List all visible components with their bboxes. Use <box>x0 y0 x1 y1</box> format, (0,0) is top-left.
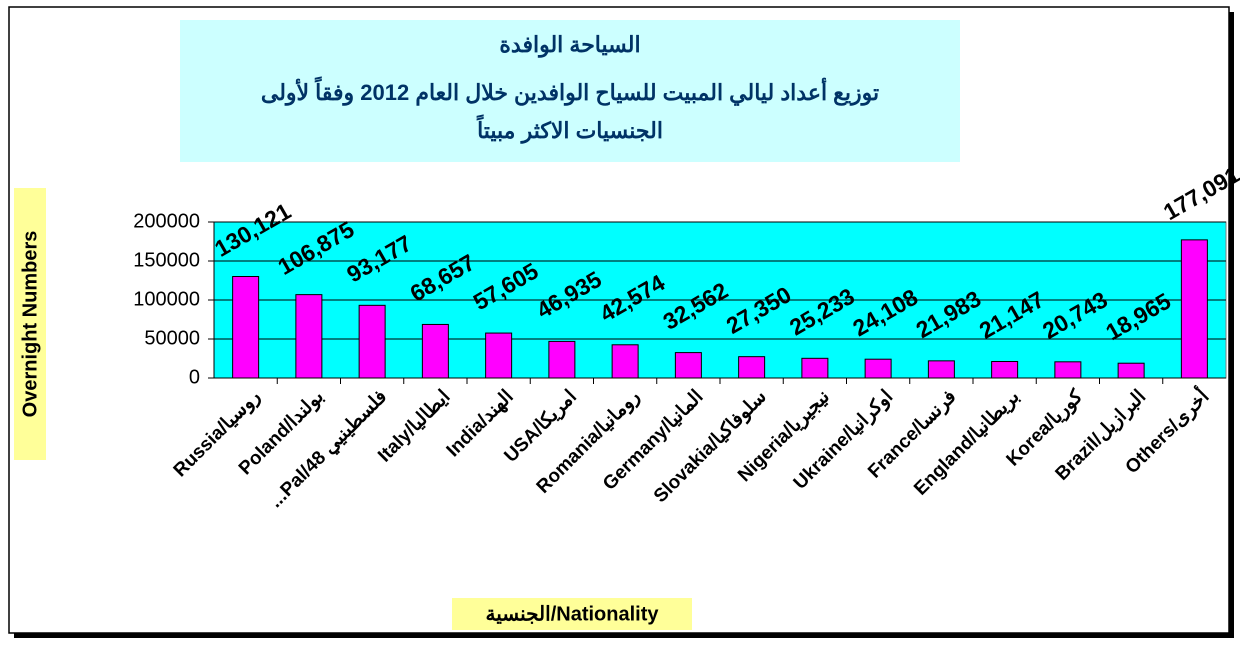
bar <box>1180 239 1208 379</box>
bar <box>421 323 449 379</box>
bar <box>1117 362 1145 379</box>
bar <box>738 356 766 379</box>
y-tick-label: 100000 <box>133 288 200 310</box>
bar <box>674 352 702 379</box>
chart-title: السياحة الوافدة <box>499 32 640 58</box>
bar <box>611 344 639 379</box>
bar <box>358 304 386 379</box>
bar <box>548 340 576 379</box>
bar <box>991 361 1019 379</box>
y-axis-label: Overnight Numbers <box>19 231 41 418</box>
bar <box>1054 361 1082 379</box>
chart-title: توزيع أعداد ليالي المبيت للسياح الوافدين… <box>261 76 879 106</box>
bar <box>927 360 955 379</box>
bar <box>232 276 260 379</box>
y-tick-label: 150000 <box>133 249 200 271</box>
y-label-box <box>14 188 46 460</box>
x-axis-label: الجنسية/Nationality <box>486 603 660 625</box>
bar <box>485 332 513 379</box>
y-tick-label: 50000 <box>144 327 200 349</box>
bar <box>864 358 892 379</box>
bar <box>295 294 323 379</box>
y-tick-label: 200000 <box>133 210 200 232</box>
title-box <box>180 20 960 162</box>
chart-title: الجنسيات الاكثر مبيتاً <box>476 114 663 144</box>
x-label-box <box>452 598 692 630</box>
y-tick-label: 0 <box>189 366 200 388</box>
bar <box>801 357 829 379</box>
